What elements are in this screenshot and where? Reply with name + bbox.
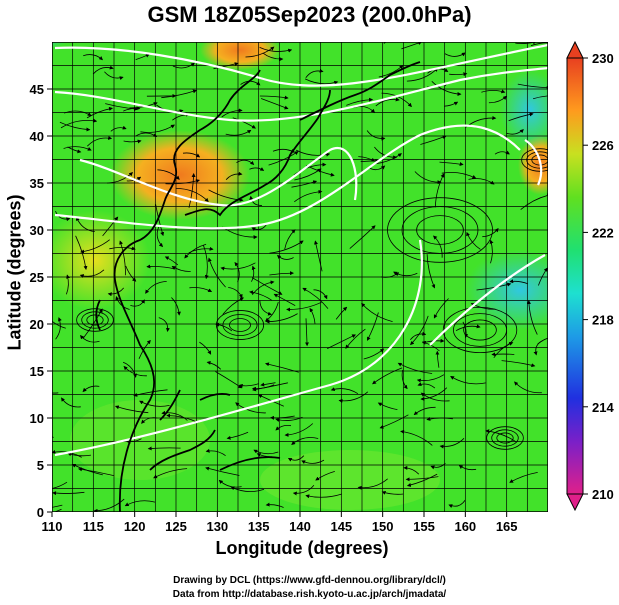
x-tick-label: 115 [83,519,104,534]
y-axis-ticks: 0 5 10 15 20 25 30 35 40 45 [30,82,52,520]
y-tick-label: 10 [30,411,44,426]
colorbar: 230 226 222 218 214 210 [566,40,614,512]
colorbar-tick-label: 226 [592,138,614,153]
y-axis-label: Latitude (degrees) [4,194,25,351]
y-tick-label: 15 [30,364,44,379]
x-tick-label: 125 [165,519,187,534]
y-tick-label: 25 [30,270,44,285]
x-tick-label: 165 [496,519,518,534]
y-tick-label: 0 [37,505,44,520]
temperature-field [52,42,548,512]
colorbar-tick-label: 218 [592,313,614,328]
x-tick-label: 140 [289,519,311,534]
y-tick-label: 35 [30,176,44,191]
y-tick-label: 45 [30,82,44,97]
map-title: GSM 18Z05Sep2023 (200.0hPa) [147,2,472,27]
x-tick-label: 120 [124,519,146,534]
x-tick-label: 130 [206,519,228,534]
x-tick-label: 155 [413,519,435,534]
colorbar-tick-label: 214 [592,400,614,415]
colorbar-tick-label: 230 [592,51,614,66]
x-axis-label: Longitude (degrees) [215,538,389,558]
y-tick-label: 40 [30,129,44,144]
colorbar-tick-label: 210 [592,487,614,502]
y-tick-label: 5 [37,458,44,473]
x-tick-label: 160 [454,519,476,534]
x-tick-label: 135 [248,519,270,534]
x-tick-label: 145 [330,519,352,534]
x-tick-label: 150 [372,519,394,534]
credit-line-1: Drawing by DCL (https://www.gfd-dennou.o… [173,575,446,586]
y-tick-label: 20 [30,317,44,332]
x-tick-label: 110 [42,519,63,534]
credit-line-2: Data from http://database.rish.kyoto-u.a… [172,589,447,600]
colorbar-tick-label: 222 [592,225,614,240]
x-axis-ticks: 110 115 120 125 130 135 140 145 150 155 160 165 [42,512,518,534]
y-tick-label: 30 [30,223,44,238]
